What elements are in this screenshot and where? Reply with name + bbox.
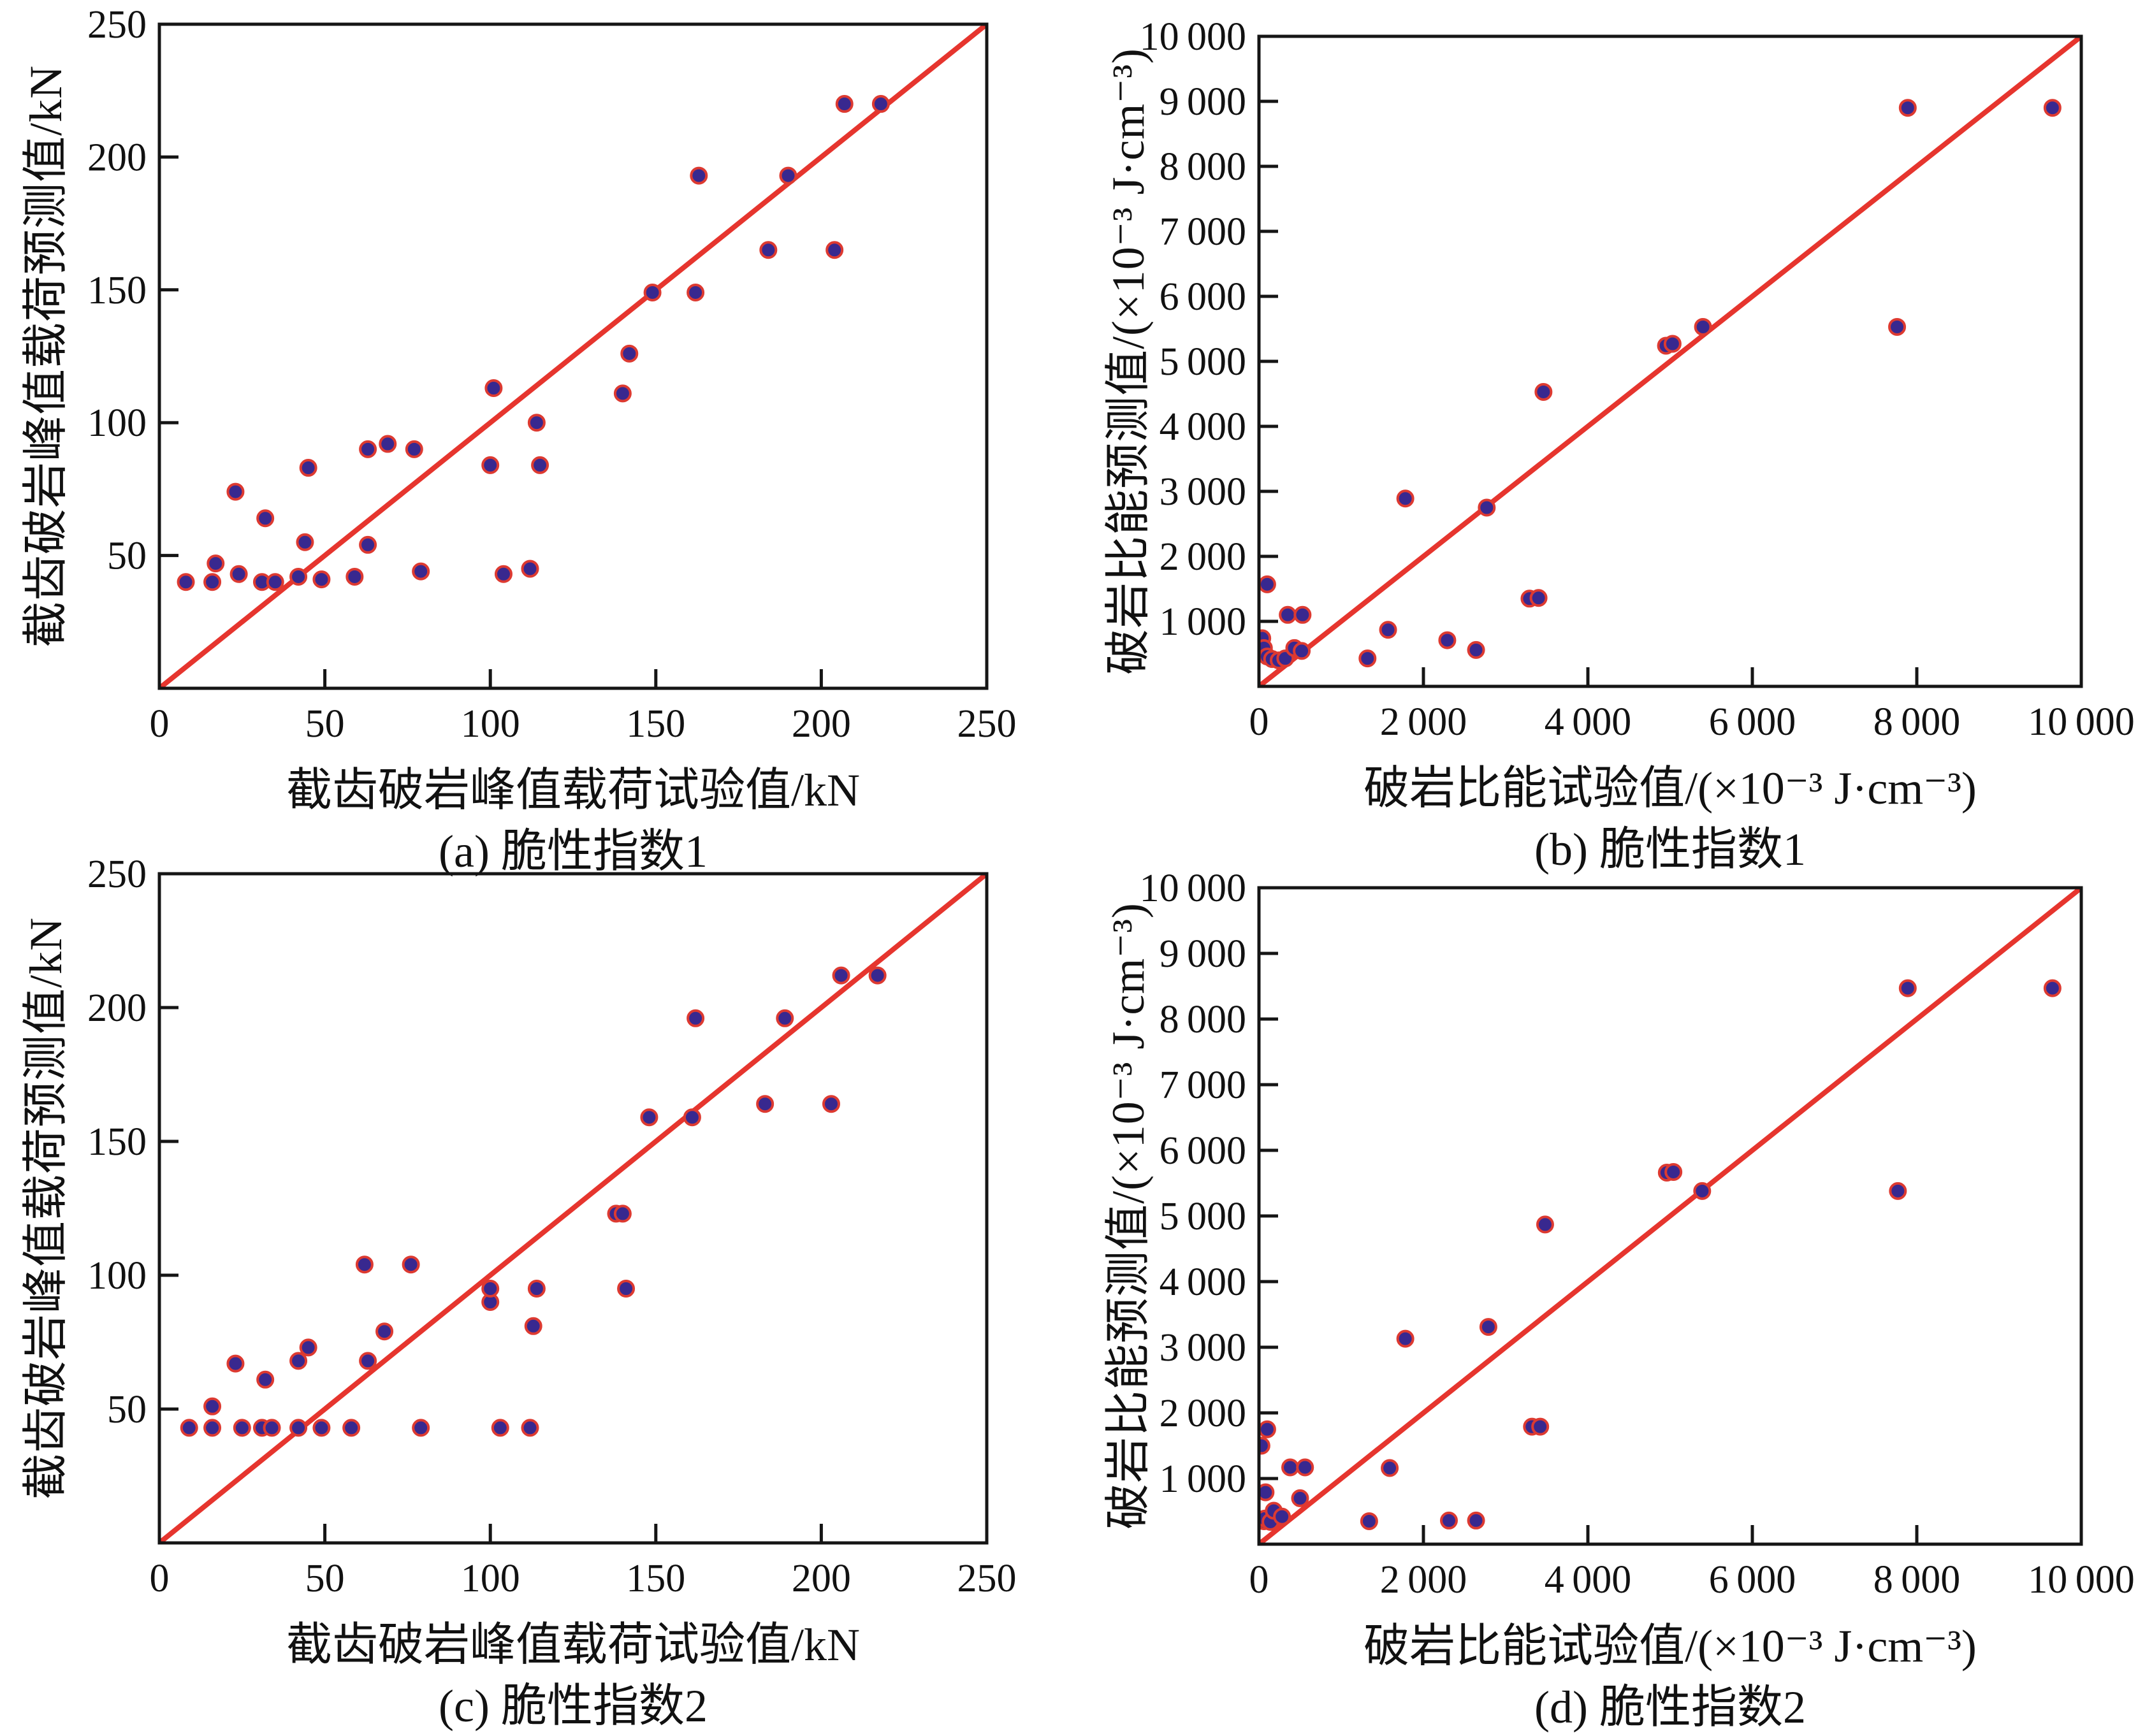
svg-text:200: 200 xyxy=(792,702,851,746)
svg-text:250: 250 xyxy=(957,702,1017,746)
svg-text:0: 0 xyxy=(150,702,170,746)
svg-text:200: 200 xyxy=(87,136,147,179)
y-axis-label-b: 破岩比能预测值/(×10⁻³ J·cm⁻³) xyxy=(1103,48,1154,675)
svg-text:100: 100 xyxy=(461,1557,520,1600)
svg-text:0: 0 xyxy=(150,1557,170,1600)
svg-text:6 000: 6 000 xyxy=(1709,700,1796,744)
svg-text:2 000: 2 000 xyxy=(1380,1558,1467,1602)
chart-c-peak-load-brittleness2: 0 50 100 150 200 250 50 100 150 200 250 截齿破岩峰值载荷预测… xyxy=(0,854,1065,1732)
plot-area-b: 0 2 000 4 000 6 000 8 000 10 000 1 000 2 000 3 0… xyxy=(1140,15,2135,744)
svg-text:50: 50 xyxy=(305,702,345,746)
svg-text:150: 150 xyxy=(87,269,147,312)
y-axis-label-c: 截齿破岩峰值载荷预测值/kN xyxy=(20,917,71,1500)
svg-text:3 000: 3 000 xyxy=(1160,1326,1246,1370)
svg-text:1 000: 1 000 xyxy=(1160,1458,1246,1501)
svg-text:9 000: 9 000 xyxy=(1160,80,1246,124)
plot-area-d: 0 2 000 4 000 6 000 8 000 10 000 1 000 2 000 3 0… xyxy=(1140,867,2135,1602)
svg-text:9 000: 9 000 xyxy=(1160,932,1246,976)
svg-text:10 000: 10 000 xyxy=(1140,867,1246,910)
svg-text:200: 200 xyxy=(87,987,147,1030)
svg-text:4 000: 4 000 xyxy=(1545,700,1631,744)
x-axis-label-a: 截齿破岩峰值载荷试验值/kN xyxy=(286,765,860,816)
svg-text:200: 200 xyxy=(792,1557,851,1600)
svg-text:1 000: 1 000 xyxy=(1160,600,1246,644)
svg-text:8 000: 8 000 xyxy=(1160,998,1246,1041)
svg-text:150: 150 xyxy=(626,702,685,746)
svg-text:150: 150 xyxy=(87,1120,147,1164)
svg-text:3 000: 3 000 xyxy=(1160,470,1246,514)
svg-text:2 000: 2 000 xyxy=(1160,535,1246,579)
x-axis-label-d: 破岩比能试验值/(×10⁻³ J·cm⁻³) xyxy=(1364,1621,1977,1672)
svg-text:8 000: 8 000 xyxy=(1160,145,1246,189)
chart-a-peak-load-brittleness1: 0 50 100 150 200 250 50 100 150 200 250 截齿破岩峰值载荷预测… xyxy=(0,0,1065,877)
svg-text:100: 100 xyxy=(461,702,520,746)
caption-d: (d) 脆性指数2 xyxy=(1534,1682,1806,1733)
svg-text:10 000: 10 000 xyxy=(1140,15,1246,59)
caption-a: (a) 脆性指数1 xyxy=(439,826,708,877)
svg-text:250: 250 xyxy=(87,854,147,896)
plot-area-a: 0 50 100 150 200 250 50 100 150 200 250 xyxy=(87,3,1017,746)
svg-text:0: 0 xyxy=(1249,1558,1269,1602)
svg-text:2 000: 2 000 xyxy=(1380,700,1467,744)
svg-text:6 000: 6 000 xyxy=(1160,275,1246,319)
svg-text:250: 250 xyxy=(957,1557,1017,1600)
x-axis-label-c: 截齿破岩峰值载荷试验值/kN xyxy=(286,1619,860,1670)
svg-text:4 000: 4 000 xyxy=(1160,405,1246,449)
svg-text:4 000: 4 000 xyxy=(1160,1261,1246,1304)
svg-text:150: 150 xyxy=(626,1557,685,1600)
svg-text:4 000: 4 000 xyxy=(1545,1558,1631,1602)
svg-text:250: 250 xyxy=(87,3,147,47)
svg-text:8 000: 8 000 xyxy=(1873,1558,1960,1602)
svg-text:50: 50 xyxy=(107,1388,147,1431)
chart-d-specific-energy-brittleness2: 0 2 000 4 000 6 000 8 000 10 000 1 000 2 000 3 0… xyxy=(1065,854,2138,1733)
svg-text:7 000: 7 000 xyxy=(1160,1064,1246,1107)
svg-text:50: 50 xyxy=(305,1557,345,1600)
svg-text:100: 100 xyxy=(87,1254,147,1298)
chart-b-specific-energy-brittleness1: 0 2 000 4 000 6 000 8 000 10 000 1 000 2 000 3 0… xyxy=(1065,0,2138,875)
x-axis-label-b: 破岩比能试验值/(×10⁻³ J·cm⁻³) xyxy=(1364,763,1977,814)
svg-text:6 000: 6 000 xyxy=(1709,1558,1796,1602)
svg-text:0: 0 xyxy=(1249,700,1269,744)
y-axis-label-a: 截齿破岩峰值载荷预测值/kN xyxy=(20,65,71,648)
caption-c: (c) 脆性指数2 xyxy=(439,1681,708,1732)
svg-text:100: 100 xyxy=(87,401,147,445)
svg-text:7 000: 7 000 xyxy=(1160,210,1246,254)
svg-text:8 000: 8 000 xyxy=(1873,700,1960,744)
svg-text:5 000: 5 000 xyxy=(1160,1195,1246,1238)
y-axis-label-d: 破岩比能预测值/(×10⁻³ J·cm⁻³) xyxy=(1103,902,1154,1530)
svg-text:5 000: 5 000 xyxy=(1160,340,1246,384)
svg-text:10 000: 10 000 xyxy=(2028,700,2134,744)
plot-area-c: 0 50 100 150 200 250 50 100 150 200 250 xyxy=(87,854,1017,1600)
svg-text:6 000: 6 000 xyxy=(1160,1129,1246,1173)
svg-text:2 000: 2 000 xyxy=(1160,1392,1246,1435)
caption-b: (b) 脆性指数1 xyxy=(1534,824,1806,875)
svg-text:10 000: 10 000 xyxy=(2028,1558,2134,1602)
svg-text:50: 50 xyxy=(107,535,147,578)
